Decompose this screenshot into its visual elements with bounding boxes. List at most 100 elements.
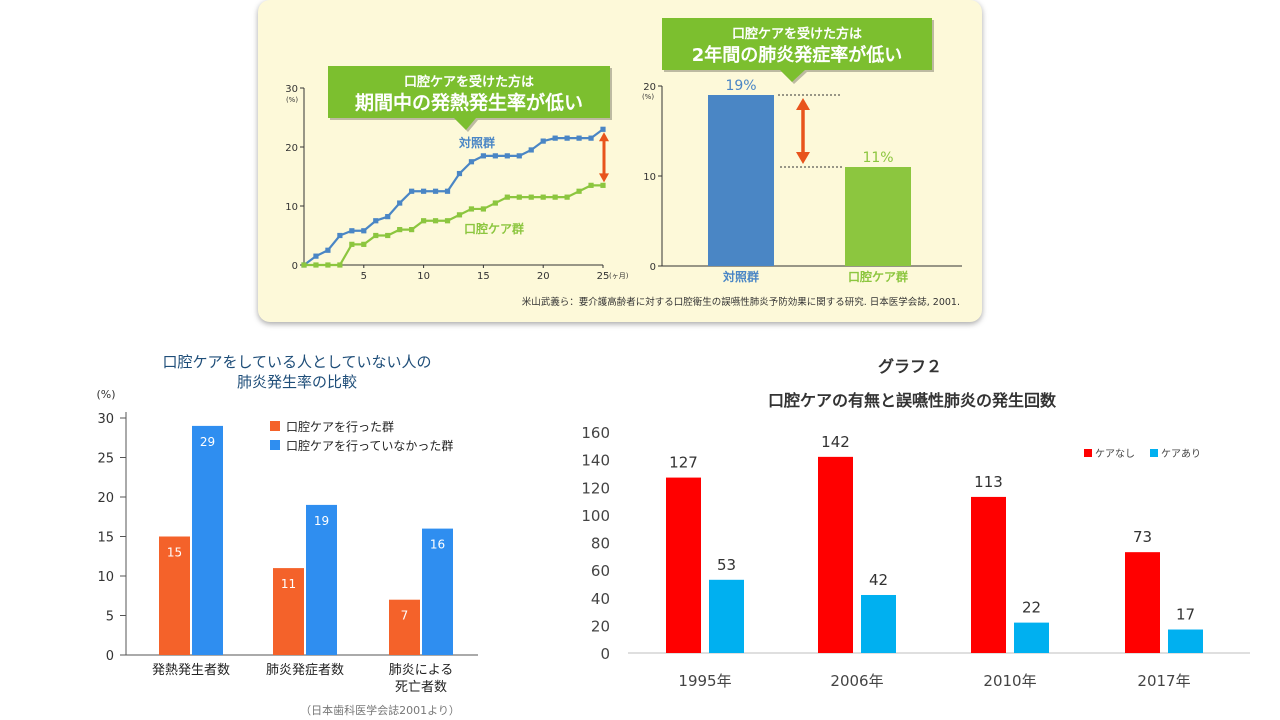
category-label: 口腔ケア群 bbox=[848, 269, 908, 284]
data-point bbox=[456, 212, 463, 218]
callout-line-2: 2年間の肺炎発症率が低い bbox=[692, 44, 903, 66]
y-tick-label: 100 bbox=[581, 507, 610, 525]
data-point bbox=[301, 262, 307, 268]
category-label: 対照群 bbox=[722, 269, 759, 284]
data-point bbox=[540, 138, 546, 144]
category-label: 発熱発生者数 bbox=[152, 663, 230, 678]
bar bbox=[159, 536, 190, 655]
chart-title-line-2: 口腔ケアの有無と誤嚥性肺炎の発生回数 bbox=[768, 391, 1057, 410]
bar bbox=[971, 496, 1006, 653]
y-unit-label: (%) bbox=[642, 93, 654, 101]
data-point bbox=[552, 135, 558, 141]
y-tick-label: 0 bbox=[600, 645, 610, 663]
data-point bbox=[564, 194, 570, 200]
y-tick-label: 160 bbox=[581, 424, 610, 442]
data-point bbox=[504, 194, 510, 200]
y-tick-label: 140 bbox=[581, 452, 610, 470]
data-point bbox=[313, 262, 319, 268]
data-point bbox=[432, 188, 439, 194]
legend-label: 口腔ケアを行った群 bbox=[286, 419, 394, 434]
bar bbox=[1014, 622, 1049, 653]
bar-value-label: 19% bbox=[725, 78, 756, 94]
callout-line-1: 口腔ケアを受けた方は bbox=[404, 74, 534, 90]
bar bbox=[192, 425, 223, 655]
bar-value-label: 11% bbox=[862, 150, 893, 166]
bar bbox=[1125, 552, 1160, 653]
y-tick-label: 20 bbox=[643, 82, 656, 93]
y-tick-label: 20 bbox=[97, 491, 114, 506]
data-point bbox=[588, 135, 594, 141]
bar-value-label: 53 bbox=[717, 556, 736, 574]
callout-line-1: 口腔ケアを受けた方は bbox=[732, 26, 862, 42]
y-tick-label: 20 bbox=[591, 617, 610, 635]
pneumonia-2yr-bar-chart: 0 10 20(%) 19% 対照群 11% 口腔ケア群 口腔ケアを受けた方は 2年間の肺炎発症… bbox=[642, 18, 962, 284]
category-label: 2010年 bbox=[983, 672, 1036, 690]
arrow-head-up bbox=[796, 98, 810, 110]
data-point bbox=[325, 262, 331, 268]
legend-swatch bbox=[270, 421, 280, 431]
bar bbox=[845, 167, 911, 266]
bar bbox=[708, 95, 774, 266]
data-point bbox=[600, 126, 606, 132]
bar-value-label: 16 bbox=[430, 538, 445, 552]
x-tick-label: 15 bbox=[477, 271, 490, 282]
bar bbox=[306, 504, 337, 655]
data-point bbox=[444, 188, 451, 194]
data-point bbox=[456, 170, 463, 177]
bar bbox=[818, 456, 853, 653]
bar-value-label: 19 bbox=[314, 514, 329, 528]
data-point bbox=[361, 228, 367, 234]
bar-value-label: 42 bbox=[869, 571, 888, 589]
y-tick-label: 60 bbox=[591, 562, 610, 580]
category-label: 2017年 bbox=[1137, 672, 1190, 690]
bar-value-label: 22 bbox=[1022, 599, 1041, 617]
data-point bbox=[468, 159, 475, 165]
data-point bbox=[552, 194, 558, 200]
data-point bbox=[516, 153, 522, 159]
data-point bbox=[397, 227, 403, 233]
data-point bbox=[385, 214, 391, 220]
x-tick-label: 5 bbox=[361, 271, 367, 282]
legend-swatch bbox=[270, 440, 280, 450]
data-point bbox=[337, 262, 343, 268]
data-point bbox=[421, 188, 427, 194]
x-tick-label: 25 bbox=[597, 271, 610, 282]
data-point bbox=[409, 227, 415, 233]
data-point bbox=[432, 218, 439, 224]
category-label: 死亡者数 bbox=[395, 680, 447, 695]
chart-title-line-1: 口腔ケアをしている人としていない人の bbox=[162, 353, 431, 371]
arrow-head-up bbox=[599, 132, 609, 142]
category-label: 2006年 bbox=[830, 672, 883, 690]
bar bbox=[709, 579, 744, 653]
category-label: 肺炎による bbox=[389, 663, 454, 678]
chart-title-line-2: 肺炎発生率の比較 bbox=[237, 373, 357, 391]
bar bbox=[422, 528, 453, 655]
series-label-control: 対照群 bbox=[458, 135, 495, 150]
bar-value-label: 29 bbox=[200, 435, 215, 449]
data-point bbox=[576, 135, 582, 141]
x-unit-label: (ヶ月) bbox=[609, 272, 629, 280]
bar-value-label: 7 bbox=[401, 609, 409, 623]
data-point bbox=[373, 218, 379, 224]
data-point bbox=[385, 232, 391, 239]
data-point bbox=[576, 188, 582, 194]
data-point bbox=[373, 232, 379, 239]
data-point bbox=[588, 182, 594, 188]
bar bbox=[666, 477, 701, 653]
citation-text: 米山武義ら：要介護高齢者に対する口腔衛生の誤嚥性肺炎予防効果に関する研究. 日本… bbox=[521, 297, 960, 308]
data-point bbox=[480, 206, 486, 212]
arrow-head-down bbox=[599, 173, 609, 183]
data-point bbox=[444, 218, 451, 224]
legend-label: ケアなし bbox=[1095, 448, 1135, 460]
y-tick-label: 40 bbox=[591, 590, 610, 608]
bar-value-label: 127 bbox=[669, 454, 698, 472]
source-note: （日本歯科医学会誌2001より） bbox=[300, 703, 460, 717]
data-point bbox=[337, 232, 343, 239]
data-point bbox=[600, 182, 606, 188]
y-tick-label: 15 bbox=[97, 531, 114, 546]
bar-value-label: 11 bbox=[281, 577, 296, 591]
arrow-head-down bbox=[796, 152, 810, 164]
bar bbox=[273, 568, 304, 655]
y-tick-label: 5 bbox=[106, 610, 114, 625]
